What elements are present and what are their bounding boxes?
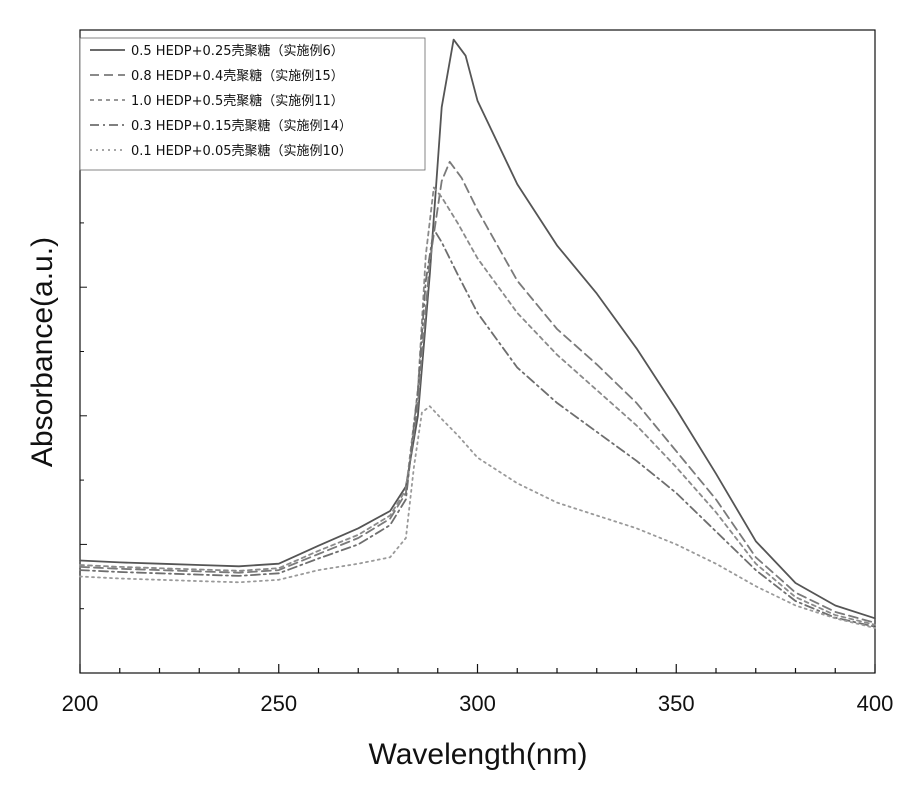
- series-line-3: [79, 186, 876, 626]
- legend-label-3: 1.0 HEDP+0.5壳聚糖（实施例11）: [131, 93, 344, 109]
- y-axis-title: Absorbance(a.u.): [26, 237, 59, 467]
- x-axis-title: Wavelength(nm): [369, 738, 588, 771]
- series-line-2: [79, 160, 876, 624]
- legend: 0.5 HEDP+0.25壳聚糖（实施例6） 0.8 HEDP+0.4壳聚糖（实施…: [79, 37, 426, 171]
- series-line-1: [79, 38, 876, 620]
- x-tick-label: 200: [62, 691, 99, 716]
- legend-box: [79, 37, 426, 171]
- x-tick-label: 250: [260, 691, 297, 716]
- legend-label-1: 0.5 HEDP+0.25壳聚糖（实施例6）: [131, 43, 344, 59]
- legend-label-2: 0.8 HEDP+0.4壳聚糖（实施例15）: [131, 68, 344, 84]
- x-tick-label: 350: [658, 691, 695, 716]
- x-axis-tick-labels: 200 250 300 350 400: [62, 691, 894, 716]
- legend-label-4: 0.3 HEDP+0.15壳聚糖（实施例14）: [131, 118, 352, 134]
- series-layer: [79, 38, 876, 629]
- x-axis-ticks: [79, 664, 876, 673]
- series-line-4: [79, 228, 876, 628]
- series-line-5: [79, 405, 876, 629]
- y-axis-ticks: [80, 93, 87, 610]
- legend-label-5: 0.1 HEDP+0.05壳聚糖（实施例10）: [131, 143, 352, 159]
- x-tick-label: 300: [459, 691, 496, 716]
- x-tick-label: 400: [857, 691, 894, 716]
